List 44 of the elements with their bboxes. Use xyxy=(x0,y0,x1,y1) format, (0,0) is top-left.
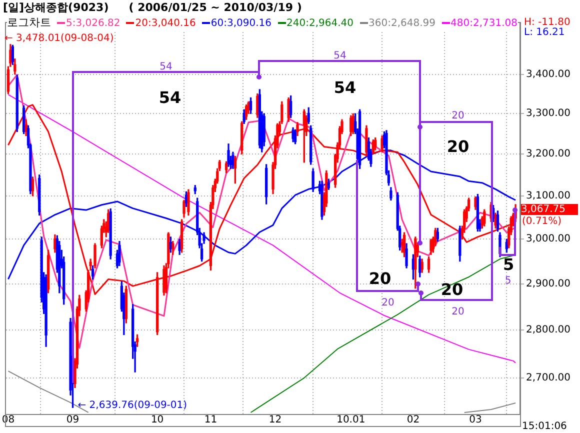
x-tick-label: 10.01 xyxy=(336,414,366,426)
annotation: 로그차트 xyxy=(7,16,51,29)
annotation: 54 xyxy=(158,88,182,107)
x-tick-label: 08 xyxy=(2,414,15,426)
annotation: 20 xyxy=(440,280,464,299)
y-tick-label: 2,700.00 xyxy=(526,372,571,384)
chart-subtitle: ( 2006/01/25 ~ 2010/03/19 ) xyxy=(128,1,302,14)
legend-label: 60:3,090.16 xyxy=(210,18,272,29)
annotation: 54 xyxy=(160,62,172,72)
text: 3,067.75 xyxy=(521,204,578,215)
y-tick-label: 2,800.00 xyxy=(526,324,571,336)
y-tick-label: 3,200.00 xyxy=(526,148,571,160)
annotation: ← 2,639.76(09-09-01) xyxy=(78,400,188,412)
annotation: 20 xyxy=(452,110,464,122)
annotation: 5 xyxy=(502,254,514,274)
x-tick-label: 09 xyxy=(66,414,80,426)
legend-label: 480:2,731.08 xyxy=(450,18,518,29)
annotation: 20 xyxy=(382,298,394,308)
x-tick-label: 10 xyxy=(150,414,164,426)
annotation: 54 xyxy=(334,50,346,62)
x-tick-label: 02 xyxy=(406,414,420,426)
y-tick-label: 3,400.00 xyxy=(526,68,571,80)
annotation: ← 3,478.01(09-08-04) xyxy=(4,33,114,44)
x-tick-label: 12 xyxy=(268,414,282,426)
x-tick-label: 03 xyxy=(469,414,482,426)
legend-label: 240:2,964.40 xyxy=(286,18,354,29)
legend-label: 5:3,026.82 xyxy=(66,18,120,29)
annotation: 5 xyxy=(504,276,512,286)
text: H: -11.80 xyxy=(524,17,570,28)
annotation: 20 xyxy=(446,137,470,156)
annotation: 20 xyxy=(368,269,392,288)
y-tick-label: 3,300.00 xyxy=(526,108,571,120)
legend-label: 360:2,648.99 xyxy=(368,18,436,29)
annotation: 20 xyxy=(452,306,464,318)
legend-label: 20:3,040.16 xyxy=(135,18,196,29)
chart-title: [일]상해종합(9023) xyxy=(3,1,109,14)
y-tick-label: 3,000.00 xyxy=(526,234,571,245)
annotation: 54 xyxy=(334,78,356,97)
y-tick-label: 3,100.00 xyxy=(526,190,571,202)
text: 15:01:06 xyxy=(522,421,567,432)
x-tick-label: 11 xyxy=(204,414,218,426)
text: L: 16.21 xyxy=(524,27,565,38)
text: (0.71%) xyxy=(522,216,562,227)
y-tick-label: 2,900.00 xyxy=(526,278,571,290)
